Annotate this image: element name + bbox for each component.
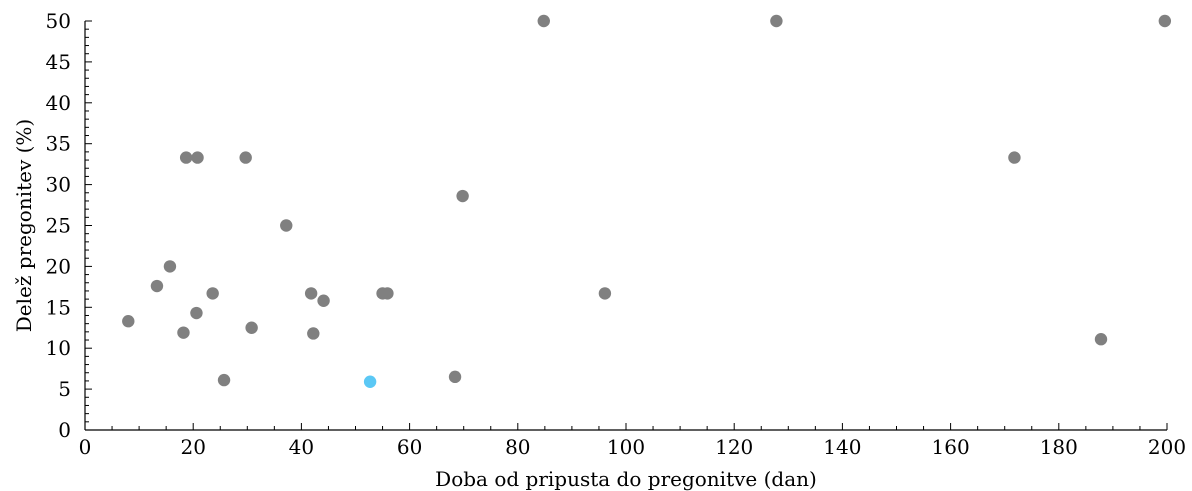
y-tick-label: 15	[46, 295, 71, 319]
x-tick-label: 160	[932, 435, 970, 459]
data-point	[150, 279, 164, 293]
y-tick-label: 45	[46, 50, 71, 74]
data-point	[317, 294, 330, 307]
x-tick-label: 200	[1148, 435, 1186, 459]
data-point	[122, 315, 135, 328]
y-tick-label: 40	[46, 91, 71, 115]
x-tick-label: 120	[715, 435, 753, 459]
data-point	[456, 189, 469, 203]
x-tick-label: 80	[505, 435, 530, 459]
data-point	[245, 321, 258, 334]
data-point	[1158, 14, 1172, 28]
x-tick-label: 0	[79, 435, 92, 459]
data-point	[537, 14, 550, 28]
y-tick-label: 0	[58, 418, 71, 442]
y-tick-label: 5	[58, 377, 71, 401]
tick-marks	[84, 20, 1168, 431]
data-point	[190, 306, 203, 320]
y-tick-label: 35	[46, 132, 71, 156]
y-tick-label: 10	[46, 336, 71, 360]
y-tick-label: 20	[46, 254, 71, 278]
data-point	[239, 151, 252, 164]
data-point	[163, 260, 177, 273]
x-tick-labels: 0 20 40 60 80 100 120 140 160 180 200	[79, 435, 1186, 459]
data-point	[770, 14, 783, 28]
axes	[84, 21, 1167, 431]
x-tick-label: 180	[1040, 435, 1078, 459]
data-point	[280, 219, 293, 232]
data-point	[191, 151, 204, 164]
y-tick-label: 50	[46, 9, 71, 33]
data-point	[179, 151, 193, 164]
data-point-highlighted	[363, 375, 377, 388]
data-point	[1008, 151, 1021, 164]
data-point	[304, 287, 318, 300]
y-tick-labels: 0 5 10 15 20 25 30 35 40 45 50	[46, 9, 71, 442]
x-tick-label: 20	[180, 435, 205, 459]
x-tick-label: 40	[289, 435, 314, 459]
y-tick-label: 30	[46, 173, 71, 197]
data-point	[1094, 333, 1108, 346]
data-point	[177, 326, 190, 339]
x-tick-label: 140	[823, 435, 861, 459]
x-axis-title: Doba od pripusta do pregonitve (dan)	[435, 467, 817, 491]
y-axis-title: Delež pregonitev (%)	[12, 119, 36, 332]
data-point	[217, 373, 231, 387]
data-point	[598, 287, 612, 300]
y-tick-label: 25	[46, 214, 71, 238]
data-point	[206, 287, 219, 300]
data-points	[122, 14, 1172, 388]
data-point	[448, 370, 462, 384]
data-point	[381, 287, 394, 300]
x-tick-label: 100	[607, 435, 645, 459]
x-tick-label: 60	[397, 435, 422, 459]
data-point	[307, 327, 320, 340]
